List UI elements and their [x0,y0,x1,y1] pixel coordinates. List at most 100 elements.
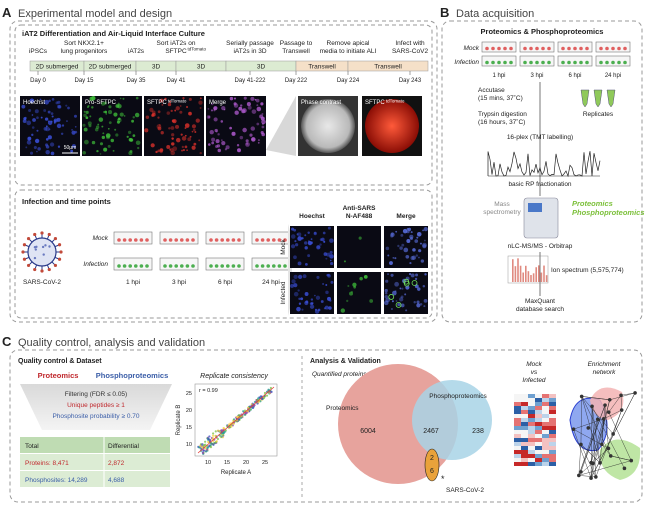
scatter-point [209,444,212,447]
row-label: Infected [280,281,287,305]
cell [91,106,94,109]
heatmap-cell [535,406,542,410]
cell [82,123,86,127]
heatmap-cell [521,402,528,406]
heatmap-cell [528,398,535,402]
well [174,264,178,268]
micrograph [82,96,142,156]
day-label: Day 41-222 [234,78,266,84]
spike-tip [33,232,37,237]
heatmap-cell [521,422,528,426]
well [163,264,167,268]
cell [243,96,247,100]
spike-tip [57,243,62,247]
phase-label: 2D submerged [89,64,132,71]
cell [25,146,28,149]
cell [215,144,219,148]
plate [159,231,199,245]
table-row [20,471,170,487]
cell [181,149,183,152]
edge [578,419,598,476]
heatmap-cell [535,410,542,414]
cell [22,119,27,123]
cell [297,232,302,237]
heatmap-cell [521,458,528,462]
venn-phospho [412,380,492,460]
cell [34,109,39,114]
phase-label: Transwell [374,64,402,71]
cell [152,112,156,117]
cell [101,135,106,140]
scatter-point [201,443,204,446]
scatter-point [220,429,223,432]
cell [390,273,394,277]
cell [237,148,241,153]
cell [36,116,39,120]
well [260,264,265,268]
well [541,60,545,65]
table-header-cell: Total [25,443,39,450]
spike-tip [47,232,51,237]
ion-peak [517,258,519,282]
scatter-point [223,431,226,434]
cell [330,280,334,284]
cell [221,141,226,146]
heatmap-cell [528,406,535,410]
virus-rna [48,245,51,248]
node [594,475,598,479]
spike-tip [59,250,63,254]
cell [220,139,223,142]
phase-well [301,99,355,153]
panel-title: Data acquisition [456,8,534,20]
heatmap-cell [535,450,542,454]
heatmap-cell [514,422,521,426]
cell [314,294,316,297]
cell [352,282,357,287]
cell [179,110,183,114]
cell [169,100,172,103]
cell [304,234,307,237]
cell [45,126,50,132]
heatmap-cell [521,442,528,446]
heatmap-cell [535,458,542,462]
cell [208,143,211,146]
well [567,46,571,51]
cell [184,127,187,129]
timepoint-label: 3 hpi [172,279,186,286]
cell [188,111,192,116]
heatmap-cell [521,406,528,410]
cell [113,112,118,117]
zoom [266,96,296,156]
well [226,264,230,268]
well [497,60,501,65]
cell [307,254,311,258]
cell [239,135,244,140]
cell [297,236,302,241]
ion-peak [514,266,517,282]
cell [193,128,196,132]
cell [400,295,404,299]
phase-label: 3D [152,64,161,71]
cell [45,149,50,155]
significance-mark: * [441,474,445,484]
cell [107,110,113,115]
cell [37,147,41,151]
step-label: iAT2s in 3D [233,48,266,55]
cell [217,133,220,136]
cell [238,106,243,111]
cell [405,285,410,290]
heatmap-cell [549,430,556,434]
timepoint-label: 3 hpi [530,73,543,79]
well [611,46,615,51]
heatmap-cell [535,398,542,402]
cell [415,254,419,257]
cell [233,97,237,100]
scatter-point [267,388,270,391]
cell [47,120,53,126]
cell [161,103,164,106]
day-label: Day 15 [74,78,94,84]
cell [261,132,265,137]
cell [168,148,172,151]
cell [220,120,224,123]
node [607,397,612,402]
